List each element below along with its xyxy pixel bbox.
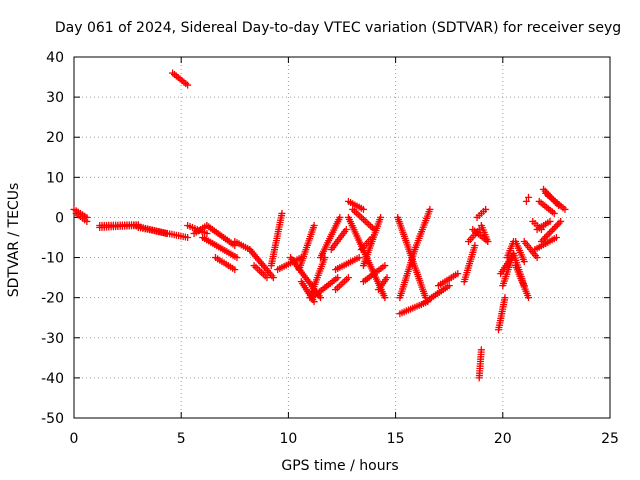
data-point xyxy=(477,346,485,354)
data-point xyxy=(383,274,391,282)
data-point xyxy=(445,282,453,290)
data-point xyxy=(336,213,344,221)
ticks xyxy=(73,56,611,419)
data-points xyxy=(70,69,569,382)
data-point xyxy=(546,217,554,225)
data-point xyxy=(377,213,385,221)
x-tick-label: 5 xyxy=(177,431,186,447)
x-tick-label: 15 xyxy=(387,431,405,447)
data-point xyxy=(184,234,192,241)
x-tick-labels: 0 5 10 15 20 25 xyxy=(70,431,619,447)
y-tick-label: -40 xyxy=(41,371,64,387)
data-point xyxy=(537,225,545,233)
y-tick-label: 20 xyxy=(46,130,64,146)
data-point xyxy=(553,221,561,229)
y-tick-label: 0 xyxy=(55,210,64,226)
data-point xyxy=(381,294,389,302)
data-point xyxy=(525,193,533,201)
data-point xyxy=(533,254,541,262)
data-point xyxy=(561,205,569,213)
data-point xyxy=(310,221,318,229)
y-tick-label: 40 xyxy=(46,50,64,66)
data-point xyxy=(363,219,371,227)
data-point xyxy=(355,254,363,262)
data-point xyxy=(550,224,558,232)
data-point xyxy=(263,274,271,282)
x-tick-label: 10 xyxy=(279,431,297,447)
data-point xyxy=(522,197,530,205)
data-point xyxy=(482,205,490,213)
data-point xyxy=(547,227,555,235)
x-tick-label: 20 xyxy=(494,431,512,447)
data-point xyxy=(552,222,560,230)
y-tick-label: -10 xyxy=(41,251,64,267)
y-tick-labels: -50 -40 -30 -20 -10 0 10 20 30 40 xyxy=(41,50,64,427)
data-point xyxy=(520,258,528,266)
data-point xyxy=(358,214,366,222)
data-point xyxy=(552,234,560,241)
data-point xyxy=(269,274,277,282)
data-point xyxy=(231,266,239,274)
y-axis-label: SDTVAR / TECUs xyxy=(6,183,22,298)
data-point xyxy=(545,229,553,237)
y-tick-label: 10 xyxy=(46,170,64,186)
data-point xyxy=(557,217,565,225)
data-point xyxy=(334,274,342,282)
data-point xyxy=(203,229,211,237)
data-point xyxy=(83,217,91,225)
data-point xyxy=(537,238,545,246)
data-point xyxy=(426,205,434,213)
data-point xyxy=(359,215,367,223)
data-point xyxy=(356,212,364,220)
y-tick-label: -20 xyxy=(41,291,64,307)
y-tick-label: -50 xyxy=(41,411,64,427)
y-tick-label: 30 xyxy=(46,90,64,106)
x-axis-label: GPS time / hours xyxy=(281,458,398,474)
data-point xyxy=(501,294,509,302)
data-point xyxy=(549,226,557,234)
data-point xyxy=(525,294,533,302)
data-point xyxy=(541,234,549,242)
data-point xyxy=(454,270,462,278)
data-point xyxy=(359,205,367,213)
data-point xyxy=(367,222,375,230)
x-tick-label: 25 xyxy=(601,431,619,447)
data-point xyxy=(365,220,373,228)
chart-title: Day 061 of 2024, Sidereal Day-to-day VTE… xyxy=(55,20,621,36)
data-point xyxy=(184,81,192,89)
data-point xyxy=(542,232,550,240)
data-point xyxy=(544,231,552,239)
data-point xyxy=(471,242,479,250)
data-point xyxy=(317,294,325,302)
data-point xyxy=(550,209,558,217)
data-point xyxy=(381,262,389,270)
data-point xyxy=(354,210,362,218)
data-point xyxy=(344,274,352,282)
data-point xyxy=(484,238,492,246)
x-tick-label: 0 xyxy=(70,431,79,447)
data-point xyxy=(555,219,563,227)
data-point xyxy=(278,209,286,217)
data-point xyxy=(342,225,350,233)
data-point xyxy=(539,236,547,244)
data-point xyxy=(361,217,369,225)
plot-frame xyxy=(73,56,611,419)
data-point xyxy=(233,254,241,262)
y-tick-label: -30 xyxy=(41,331,64,347)
